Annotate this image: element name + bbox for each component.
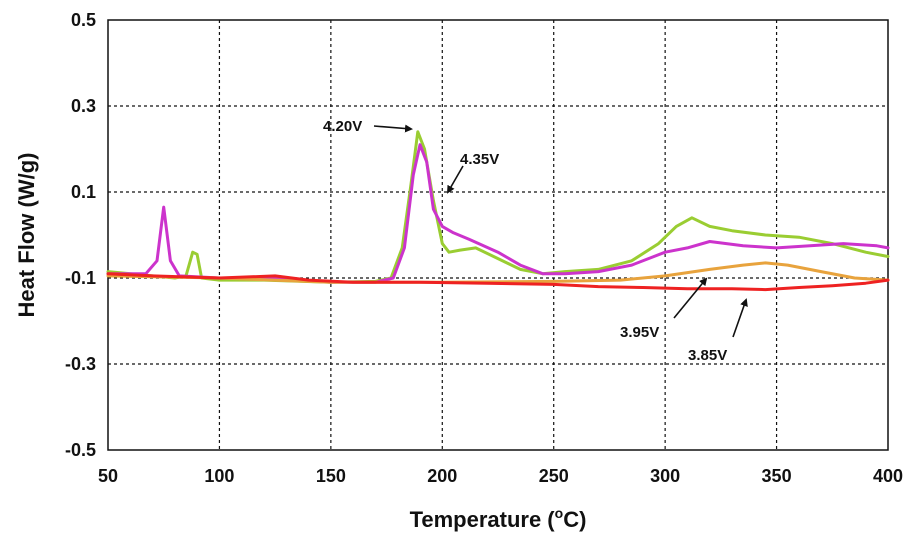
y-axis-title: Heat Flow (W/g)	[14, 153, 39, 318]
annotation-arrow	[373, 124, 413, 133]
series-line-4-35v	[106, 143, 890, 284]
series-line-4-20v	[106, 130, 890, 284]
annotation-label: 4.20V	[323, 118, 362, 135]
x-tick-label: 200	[427, 466, 457, 486]
annotation-label: 4.35V	[460, 151, 499, 168]
series-line-3-85v	[106, 272, 890, 292]
annotation-arrow	[447, 165, 464, 194]
y-tick-label: 0.1	[71, 182, 96, 202]
annotations: 4.20V 4.35V 3.95V 3.85V	[323, 118, 748, 364]
y-tick-label: 0.3	[71, 96, 96, 116]
series-layer	[106, 130, 890, 292]
y-tick-label: 0.5	[71, 10, 96, 30]
annotation-label: 3.85V	[688, 347, 727, 364]
y-tick-label: -0.3	[65, 354, 96, 374]
x-tick-label: 250	[539, 466, 569, 486]
y-tick-label: -0.1	[65, 268, 96, 288]
annotation-arrow	[673, 277, 708, 319]
plot-frame	[107, 19, 889, 451]
x-tick-label: 50	[98, 466, 118, 486]
x-tick-label: 100	[204, 466, 234, 486]
y-tick-label: -0.5	[65, 440, 96, 460]
x-axis-title: Temperature (oC)	[410, 505, 587, 532]
x-tick-label: 150	[316, 466, 346, 486]
x-tick-label: 400	[873, 466, 903, 486]
x-tick-label: 350	[762, 466, 792, 486]
annotation-arrow	[732, 298, 748, 338]
x-tick-label: 300	[650, 466, 680, 486]
x-tick-labels: 50 100 150 200 250 300 350 400	[98, 466, 903, 486]
y-tick-labels: 0.5 0.3 0.1 -0.1 -0.3 -0.5	[65, 10, 96, 460]
annotation-label: 3.95V	[620, 324, 659, 341]
grid	[108, 20, 888, 450]
